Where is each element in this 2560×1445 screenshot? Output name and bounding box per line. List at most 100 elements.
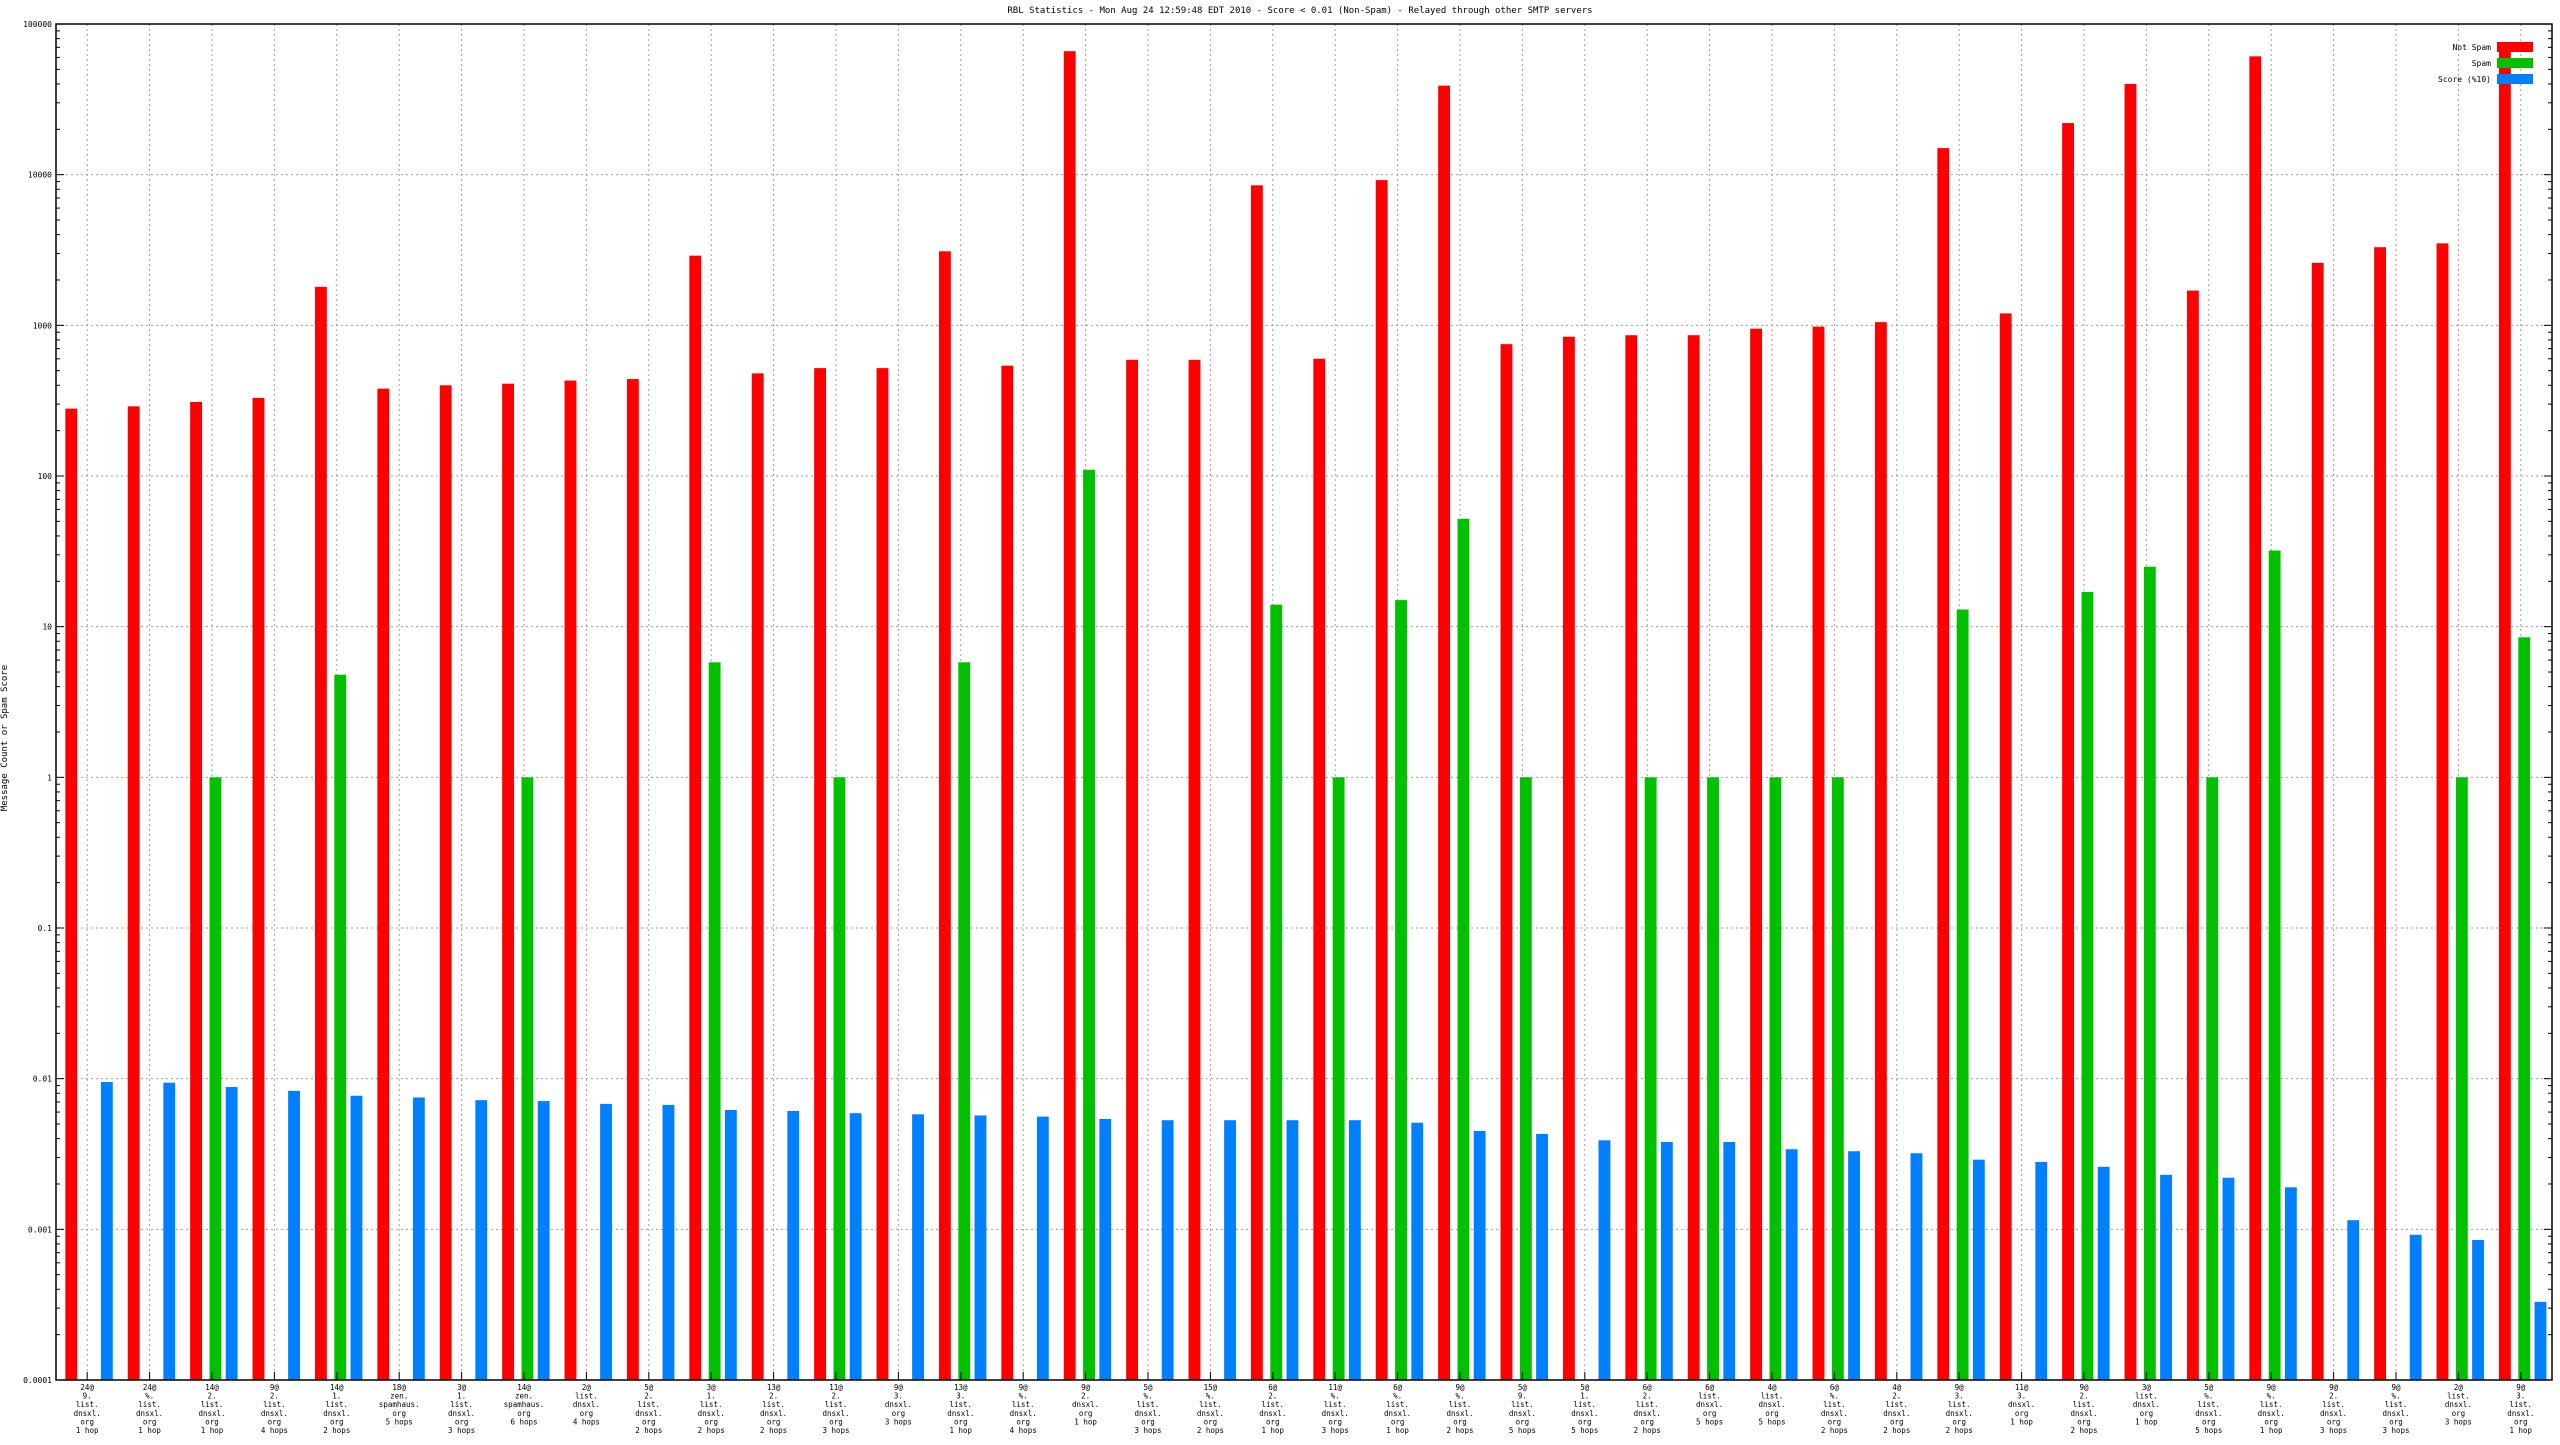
bar-not-spam [190,401,203,1381]
bar-score-10 [475,1100,488,1380]
bar-score-10 [600,1103,612,1380]
bar-score-10 [1286,1120,1299,1380]
bar-spam [708,662,721,1380]
bar-not-spam [2124,83,2137,1380]
x-tick-label: 9@ 2. list. dnsxl. org 4 hops [261,1383,288,1435]
bar-not-spam [689,255,702,1380]
legend-label: Spam [2472,59,2491,68]
bar-not-spam [377,388,390,1380]
bar-not-spam [1812,326,1825,1380]
x-tick-label: 5@ 9. list. dnsxl. org 5 hops [1509,1383,1536,1435]
bar-not-spam [1562,336,1575,1380]
legend-label: Score (%10) [2438,75,2491,84]
bar-not-spam [1500,344,1513,1380]
bar-spam [1956,609,1969,1380]
x-tick-label: 14@ 1. list. dnsxl. org 2 hops [323,1383,350,1435]
x-tick-label: 3@ 1. list. dnsxl. org 3 hops [448,1383,475,1435]
y-tick-label: 10 [42,623,52,632]
bar-spam [209,777,222,1380]
bar-score-10 [2035,1161,2048,1380]
bar-spam [1270,604,1283,1380]
x-tick-label: 4@ 2. list. dnsxl. org 2 hops [1883,1383,1910,1435]
bar-score-10 [537,1101,550,1380]
x-tick-label: 5@ 1. list. dnsxl. org 5 hops [1571,1383,1598,1435]
bar-not-spam [2062,123,2075,1381]
y-tick-label: 100000 [23,20,52,29]
bar-spam [2081,591,2094,1380]
bar-score-10 [288,1090,300,1380]
bar-spam [1457,518,1470,1380]
x-tick-label: 11@%. list. dnsxl. org 3 hops [1322,1383,1349,1435]
bar-spam [2143,566,2156,1380]
x-tick-label: 9@ 2. list. dnsxl. org 3 hops [2320,1383,2347,1435]
y-tick-label: 0.01 [33,1075,52,1084]
bar-not-spam [2311,262,2324,1380]
y-tick-label: 100 [38,472,53,481]
bar-not-spam [564,380,577,1380]
bar-not-spam [1438,85,1451,1381]
x-tick-label: 24@ 9. list. dnsxl. org 1 hop [74,1383,101,1435]
bar-score-10 [974,1115,987,1380]
bar-not-spam [2249,56,2262,1381]
bar-score-10 [849,1113,862,1380]
bar-spam [521,777,534,1380]
bar-score-10 [163,1082,176,1380]
y-axis-ticks: 0.0001 0.001 0.01 0.1 1 10 100 1000 10000 100000 [23,20,2552,1385]
bar-spam [1395,600,1407,1380]
bar-spam [2518,637,2531,1380]
bar-not-spam [1001,365,1014,1380]
bar-not-spam [2374,247,2387,1380]
bar-spam [1332,777,1345,1380]
bar-not-spam [2186,290,2199,1381]
bar-spam [2455,777,2468,1380]
bar-not-spam [1188,359,1201,1381]
bar-score-10 [225,1087,238,1380]
bar-score-10 [2472,1239,2484,1380]
bar-spam [2206,777,2219,1380]
bar-spam [1644,777,1657,1380]
x-tick-label: 18@ zen. spamhaus. org 5 hops [379,1383,420,1426]
bar-score-10 [724,1109,737,1380]
x-tick-label: 9@%. list. dnsxl. org 1 hop [2258,1383,2285,1435]
bar-not-spam [1250,185,1263,1380]
y-tick-label: 1 [47,773,52,782]
bar-spam [1769,777,1782,1380]
y-tick-label: 0.0001 [23,1376,52,1385]
bar-not-spam [314,286,327,1380]
legend-swatch [2497,58,2533,68]
y-tick-label: 10000 [28,171,52,180]
bar-not-spam [626,379,639,1381]
x-tick-label: 6@%. list. dnsxl. org 1 hop [1384,1383,1411,1435]
x-tick-label: 9@ 3. list. dnsxl. org 2 hops [1946,1383,1973,1435]
x-tick-label: 5@%. list. dnsxl. org 3 hops [1134,1383,1161,1435]
y-tick-label: 1000 [33,321,52,330]
x-tick-label: 9@ 2. dnsxl. org 1 hop [1072,1383,1099,1426]
y-axis-label: Message Count or Spam Score [0,665,10,811]
bar-score-10 [1598,1140,1611,1380]
y-tick-label: 0.001 [28,1225,52,1234]
bar-score-10 [662,1104,675,1380]
x-tick-label: 11@ 3. dnsxl. org 1 hop [2008,1383,2035,1426]
bar-not-spam [1750,328,1763,1380]
y-tick-label: 0.1 [38,924,53,933]
bar-not-spam [1874,322,1887,1380]
bar-not-spam [1999,313,2012,1381]
x-tick-label: 14@ zen. spamhaus. org 6 hops [504,1383,545,1426]
bar-not-spam [1313,358,1326,1380]
bar-not-spam [1625,335,1638,1380]
bar-score-10 [1536,1133,1548,1380]
bar-spam [833,777,846,1380]
x-tick-label: 6@ 2. list. dnsxl. org 1 hop [1259,1383,1286,1435]
bar-score-10 [1161,1120,1174,1380]
bar-score-10 [350,1095,363,1380]
x-tick-label: 3@ 1. list. dnsxl. org 2 hops [698,1383,725,1435]
bar-spam [2268,550,2281,1380]
bar-score-10 [1910,1153,1923,1380]
bar-score-10 [1411,1122,1424,1380]
x-tick-label: 11@ 2. list. dnsxl. org 3 hops [822,1383,849,1435]
x-tick-label: 6@%. list. dnsxl. org 2 hops [1821,1383,1848,1435]
bar-score-10 [2409,1234,2422,1380]
x-tick-label: 5@ 2. list. dnsxl. org 2 hops [635,1383,662,1435]
bar-not-spam [876,368,889,1380]
